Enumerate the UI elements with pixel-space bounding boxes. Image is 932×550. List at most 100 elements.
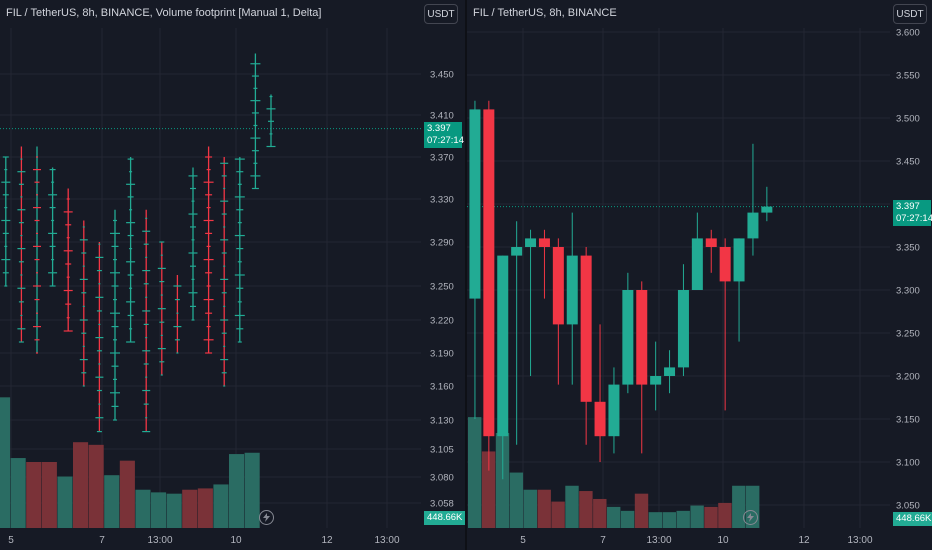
time-tick-label: 13:00	[147, 535, 172, 546]
price-tick-label: 3.450	[896, 157, 920, 168]
left-last-price: 3.397	[427, 123, 451, 134]
right-last-price-tag: 3.397 07:27:14	[893, 200, 932, 226]
price-tick-label: 3.220	[430, 316, 454, 327]
candle-body	[636, 290, 648, 385]
candlestick-chart[interactable]: 3.6003.5503.5003.4503.4003.3503.3003.250…	[467, 0, 932, 550]
left-chart-title: FIL / TetherUS, 8h, BINANCE, Volume foot…	[6, 7, 322, 19]
price-tick-label: 3.160	[430, 382, 454, 393]
candle-body	[608, 384, 620, 437]
volume-bar	[537, 489, 551, 528]
volume-bar	[197, 488, 213, 528]
candle-body	[747, 212, 759, 239]
volume-bar	[481, 451, 496, 528]
candle-body	[761, 206, 773, 213]
volume-bar	[676, 510, 690, 528]
time-tick-label: 13:00	[374, 535, 399, 546]
volume-bar	[718, 502, 732, 528]
volume-bar	[10, 458, 26, 528]
right-lightning-icon[interactable]	[743, 510, 758, 525]
volume-bar	[551, 501, 565, 528]
right-currency-button[interactable]: USDT	[893, 4, 927, 24]
price-tick-label: 3.200	[896, 372, 920, 383]
volume-bar	[57, 476, 73, 528]
volume-bar	[73, 442, 89, 528]
volume-bar	[0, 397, 11, 528]
right-last-price: 3.397	[896, 201, 920, 212]
time-tick-label: 13:00	[847, 535, 872, 546]
candle-body	[691, 238, 703, 290]
volume-bar	[135, 489, 151, 528]
left-chart-pane[interactable]: 3.450 3.410 3.370 3.330 3.290 3.250 3.220 3.190…	[0, 0, 466, 550]
candle-body	[483, 109, 495, 437]
time-tick-label: 12	[798, 535, 810, 546]
price-tick-label: 3.080	[430, 473, 454, 484]
time-tick-label: 10	[717, 535, 729, 546]
price-tick-label: 3.150	[896, 415, 920, 426]
candle-body	[650, 376, 662, 385]
price-tick-label: 3.250	[896, 329, 920, 340]
left-currency-button[interactable]: USDT	[424, 4, 458, 24]
price-tick-label: 3.050	[896, 501, 920, 512]
right-countdown: 07:27:14	[896, 213, 932, 224]
left-lightning-icon[interactable]	[259, 510, 274, 525]
volume-bar	[648, 512, 663, 528]
volume-bar	[213, 484, 229, 528]
price-tick-label: 3.190	[430, 349, 454, 360]
price-tick-label: 3.100	[896, 458, 920, 469]
volume-bar	[26, 462, 42, 528]
pane-divider[interactable]	[465, 0, 467, 550]
candle-body	[497, 255, 509, 437]
candle-body	[538, 238, 550, 247]
volume-bar	[620, 510, 635, 528]
volume-bar	[119, 460, 135, 528]
price-tick-label: 3.250	[430, 282, 454, 293]
candle-body	[525, 238, 537, 247]
candle-body	[622, 290, 634, 385]
volume-bar	[593, 498, 607, 528]
price-tick-label: 3.105	[430, 445, 454, 456]
volume-bar	[229, 454, 245, 528]
volume-bar	[662, 512, 676, 528]
volume-bar	[182, 489, 198, 528]
right-volume-tag: 448.66K	[893, 512, 932, 526]
volume-bar	[166, 493, 182, 528]
candle-body	[705, 238, 717, 247]
candle-body	[511, 247, 523, 256]
volume-bar	[151, 492, 167, 528]
price-tick-label: 3.058	[430, 499, 454, 510]
time-tick-label: 7	[600, 535, 606, 546]
footprint-chart[interactable]: 3.450 3.410 3.370 3.330 3.290 3.250 3.220 3.190…	[0, 0, 465, 550]
volume-bar	[104, 475, 120, 528]
candle-body	[580, 255, 592, 402]
price-tick-label: 3.550	[896, 71, 920, 82]
volume-bar	[634, 493, 649, 528]
price-tick-label: 3.330	[430, 195, 454, 206]
volume-bar	[244, 452, 260, 528]
price-tick-label: 3.450	[430, 70, 454, 81]
price-tick-label: 3.130	[430, 416, 454, 427]
volume-bar	[41, 462, 57, 528]
price-tick-label: 3.290	[430, 238, 454, 249]
time-tick-label: 13:00	[646, 535, 671, 546]
volume-bar	[523, 489, 537, 528]
right-chart-pane[interactable]: 3.6003.5503.5003.4503.4003.3503.3003.250…	[467, 0, 932, 550]
volume-bar	[607, 506, 621, 528]
candle-body	[719, 247, 731, 282]
price-tick-label: 3.350	[896, 243, 920, 254]
price-tick-label: 3.300	[896, 286, 920, 297]
volume-bar	[495, 432, 510, 528]
candle-body	[594, 401, 606, 437]
time-tick-label: 7	[99, 535, 105, 546]
right-chart-title: FIL / TetherUS, 8h, BINANCE	[473, 7, 617, 19]
time-tick-label: 12	[321, 535, 333, 546]
time-tick-label: 5	[520, 535, 526, 546]
price-tick-label: 3.410	[430, 111, 454, 122]
time-tick-label: 10	[230, 535, 242, 546]
volume-bar	[468, 417, 482, 528]
volume-bar	[579, 491, 593, 528]
candle-body	[677, 290, 689, 368]
left-volume-tag: 448.66K	[424, 511, 466, 525]
price-tick-label: 3.370	[430, 153, 454, 164]
candle-body	[552, 247, 564, 325]
left-countdown: 07:27:14	[427, 135, 464, 146]
